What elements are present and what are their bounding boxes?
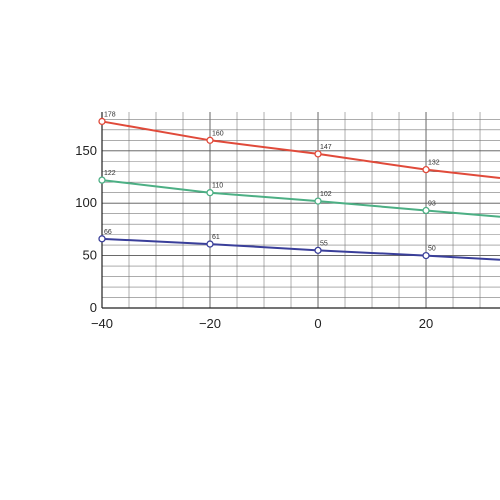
data-value-label: 93 (428, 201, 436, 208)
data-value-label: 50 (428, 246, 436, 253)
y-tick-label: 150 (75, 143, 97, 158)
series-lines (98, 117, 500, 261)
data-point-marker (314, 246, 322, 255)
y-tick-label: 50 (83, 248, 97, 263)
data-point-marker (206, 240, 214, 248)
data-value-label: 102 (320, 191, 332, 198)
x-tick-label: 0 (314, 316, 321, 331)
y-tick-label: 0 (90, 300, 97, 315)
x-tick-label: −20 (199, 316, 221, 331)
data-point-marker (422, 206, 430, 215)
data-point-marker (98, 176, 106, 184)
data-point-marker (98, 117, 106, 126)
data-value-label: 160 (212, 130, 224, 137)
data-value-label: 66 (104, 229, 112, 236)
data-point-marker (206, 189, 214, 197)
x-tick-label: −40 (91, 316, 113, 331)
data-value-label: 147 (320, 144, 332, 151)
y-tick-label: 100 (75, 195, 97, 210)
x-tick-label: 20 (419, 316, 433, 331)
data-value-label: 132 (428, 160, 440, 167)
data-point-marker (422, 251, 430, 260)
data-value-label: 178 (104, 111, 116, 118)
data-point-marker (422, 165, 430, 174)
data-value-label: 55 (320, 240, 328, 247)
data-value-label: 110 (212, 183, 223, 190)
tick-labels: 0 50 100 150 −40 −20 0 20 178 160 147 132 122 110 102 9… (75, 111, 440, 331)
data-point-marker (206, 136, 214, 144)
data-value-label: 122 (104, 170, 116, 177)
data-value-label: 61 (212, 234, 220, 241)
data-point-marker (314, 197, 322, 205)
data-point-marker (314, 150, 322, 158)
data-point-marker (98, 235, 106, 243)
axes (101, 112, 500, 309)
